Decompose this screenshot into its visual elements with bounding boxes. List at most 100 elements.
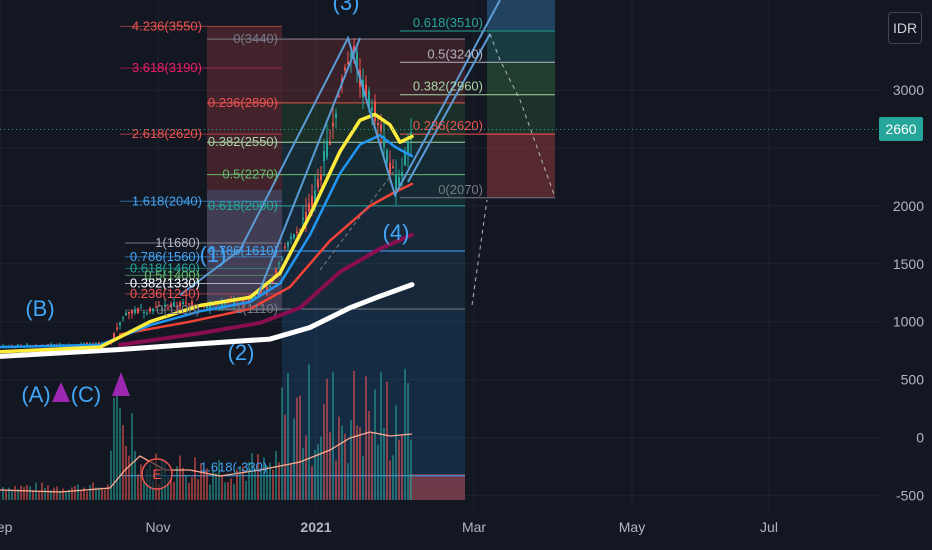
candle-body [335, 113, 337, 118]
candle-body [278, 263, 280, 265]
elliott-wave-drawing[interactable]: (A) (B) (C) (1) (2) (3) (4) E [21, 0, 556, 490]
volume-bar [107, 484, 109, 500]
candle-body [185, 302, 187, 304]
volume-bar [314, 449, 316, 500]
volume-bar [386, 381, 388, 500]
volume-ma-line [0, 431, 413, 493]
volume-bar [113, 397, 115, 500]
candle-body [281, 258, 283, 260]
x-tick-label: Nov [146, 519, 171, 535]
currency-button[interactable]: IDR [888, 12, 922, 44]
volume-bar [62, 488, 64, 500]
volume-bar [71, 487, 73, 500]
volume-bar [86, 491, 88, 500]
volume-bar [104, 489, 106, 500]
fib2-level-label: 0.236(2620) [413, 118, 483, 133]
candle-body [242, 298, 244, 304]
volume-bar [239, 466, 241, 500]
volume-bar [278, 462, 280, 500]
candle-body [98, 342, 100, 345]
moving-averages [0, 112, 415, 359]
volume-bar [242, 466, 244, 500]
candle-body [386, 150, 388, 163]
volume-bar [263, 457, 265, 500]
volume-bar [8, 487, 10, 500]
dashed-projection-line-2 [471, 199, 488, 306]
volume-bar [320, 436, 322, 500]
volume-bar [179, 455, 181, 500]
volume-bar [59, 490, 61, 500]
y-tick-label: 0 [916, 430, 924, 446]
volume-bar [23, 487, 25, 500]
candle-body [374, 101, 376, 122]
candle-body [284, 246, 286, 248]
wave-label: (C) [71, 382, 102, 407]
volume-bar [92, 482, 94, 500]
y-tick-label: 500 [901, 372, 925, 388]
fib1-level-label: 0.236(2890) [208, 95, 278, 110]
arrow-up-marker [52, 382, 70, 402]
volume-bar [374, 389, 376, 500]
candle-body [389, 162, 391, 175]
volume-bar [80, 490, 82, 500]
fib1-level-label: 0.786(1610) [208, 243, 278, 258]
fib-ext-level-label: 0.5(1400) [144, 267, 200, 282]
volume-bar [329, 432, 331, 500]
volume-bar [236, 469, 238, 500]
candle-body [95, 342, 97, 344]
volume-bar [14, 486, 16, 500]
fib-ext-level-label: 1.618(2040) [132, 193, 202, 208]
fib-ext-level-label: 1(1680) [155, 235, 200, 250]
wave-label: (3) [333, 0, 360, 15]
volume-bar [95, 487, 97, 500]
volume-bar [182, 467, 184, 500]
fib-ext-level-label: 0(1100) [156, 302, 200, 317]
candle-body [383, 136, 385, 148]
candle-body [305, 211, 307, 224]
candle-body [134, 309, 136, 313]
candle-body [53, 344, 55, 346]
fib2-zone-b [487, 62, 555, 95]
volume-bar [17, 489, 19, 500]
volume-bar [407, 383, 409, 500]
candle-body [116, 327, 118, 330]
candle-body [155, 306, 157, 308]
fib-ext-level-label: 4.236(3550) [132, 18, 202, 33]
candle-body [266, 287, 268, 292]
volume-bar [131, 413, 133, 500]
volume-bar [191, 476, 193, 500]
candle-body [377, 123, 379, 126]
fib2-zone-a [487, 30, 555, 62]
fib-ext-level-label: 2.618(2620) [132, 126, 202, 141]
candle-body [404, 152, 406, 166]
volume-bar [308, 364, 310, 500]
candle-body [311, 195, 313, 208]
candle-body [17, 344, 19, 346]
volume-bar [188, 482, 190, 500]
candle-body [83, 343, 85, 345]
candle-body [269, 286, 271, 288]
event-marker-circle [141, 458, 173, 490]
candle-body [188, 303, 190, 305]
wave-label: (B) [25, 296, 54, 321]
fib-ext-level-label: 0.382(1330) [130, 275, 200, 290]
candle-body [371, 107, 373, 111]
candle-body [329, 142, 331, 145]
candle-body [167, 308, 169, 310]
candle-body [152, 308, 154, 312]
volume-bar [209, 484, 211, 500]
wave-label: (2) [228, 340, 255, 365]
candle-body [365, 84, 367, 97]
volume-bar [224, 482, 226, 500]
fib2-level-label: 0(2070) [438, 182, 483, 197]
candle-body [248, 298, 250, 303]
volume-bar [245, 480, 247, 500]
volume-bar [197, 479, 199, 500]
candle-body [173, 302, 175, 307]
volume-bar [260, 467, 262, 500]
volume-bar [20, 485, 22, 500]
candle-body [338, 95, 340, 97]
volume-bar [362, 456, 364, 500]
